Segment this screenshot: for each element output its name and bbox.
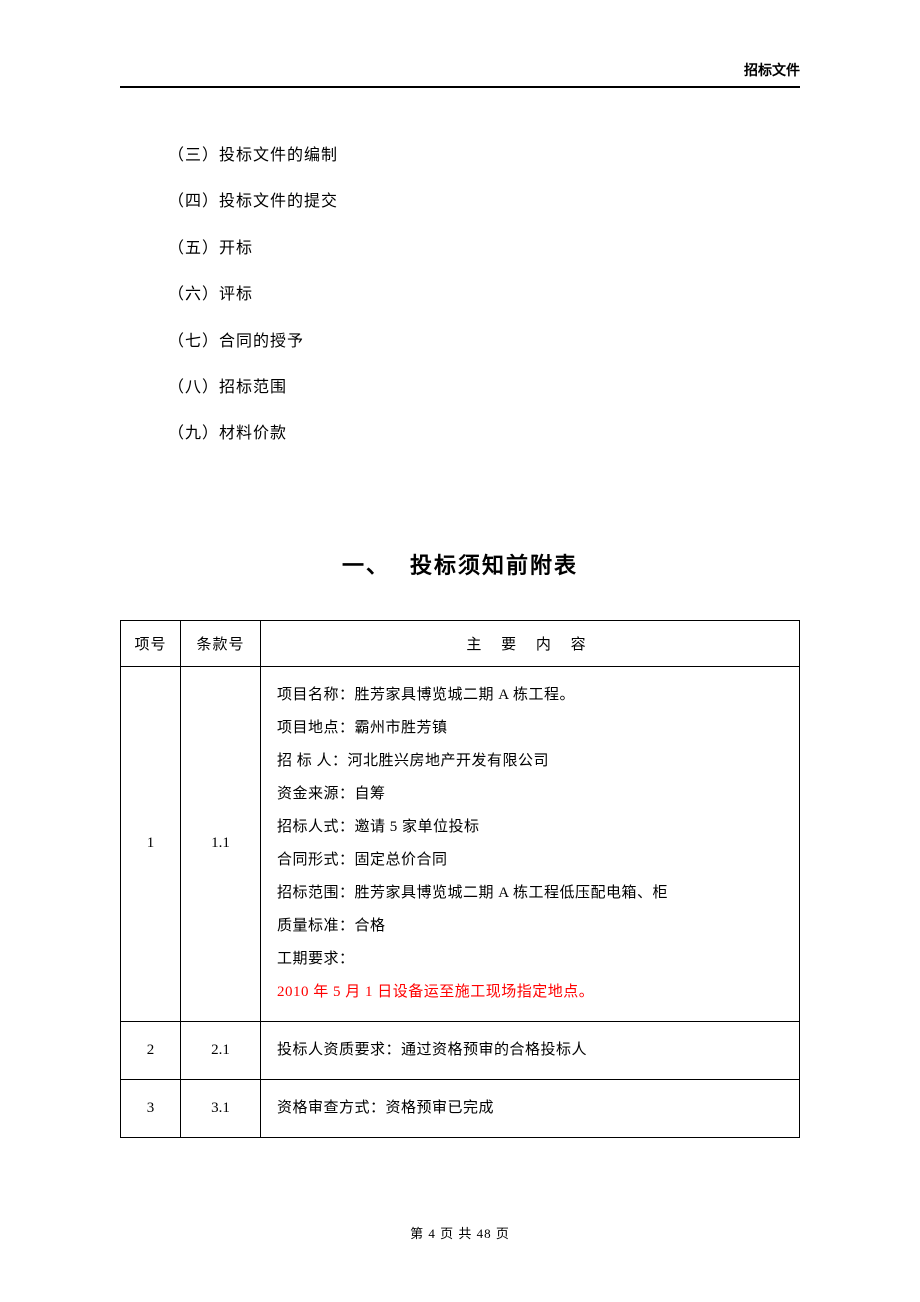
header-title: 招标文件: [120, 60, 800, 80]
header-content: 主 要 内 容: [261, 620, 800, 666]
header-divider: [120, 86, 800, 88]
cell-content: 项目名称：胜芳家具博览城二期 A 栋工程。 项目地点：霸州市胜芳镇 招 标 人：…: [261, 666, 800, 1021]
cell-content: 资格审查方式：资格预审已完成: [261, 1079, 800, 1137]
table-row: 2 2.1 投标人资质要求：通过资格预审的合格投标人: [121, 1021, 800, 1079]
bid-table: 项号 条款号 主 要 内 容 1 1.1 项目名称：胜芳家具博览城二期 A 栋工…: [120, 620, 800, 1138]
cell-content: 投标人资质要求：通过资格预审的合格投标人: [261, 1021, 800, 1079]
content-line: 招标人式：邀请 5 家单位投标: [277, 811, 787, 844]
cell-item-num: 1: [121, 666, 181, 1021]
content-line: 投标人资质要求：通过资格预审的合格投标人: [277, 1034, 787, 1067]
table-row: 1 1.1 项目名称：胜芳家具博览城二期 A 栋工程。 项目地点：霸州市胜芳镇 …: [121, 666, 800, 1021]
cell-clause-num: 3.1: [181, 1079, 261, 1137]
toc-item: （四）投标文件的提交: [168, 179, 800, 225]
section-number: 一、: [342, 553, 390, 578]
section-title: 一、投标须知前附表: [120, 548, 800, 580]
cell-clause-num: 2.1: [181, 1021, 261, 1079]
content-line: 项目地点：霸州市胜芳镇: [277, 712, 787, 745]
content-line: 资金来源：自筹: [277, 778, 787, 811]
toc-list: （三）投标文件的编制 （四）投标文件的提交 （五）开标 （六）评标 （七）合同的…: [120, 133, 800, 458]
header-clause-num: 条款号: [181, 620, 261, 666]
content-line: 资格审查方式：资格预审已完成: [277, 1092, 787, 1125]
page-footer: 第 4 页 共 48 页: [0, 1223, 920, 1242]
content-line: 招标范围：胜芳家具博览城二期 A 栋工程低压配电箱、柜: [277, 877, 787, 910]
table-header-row: 项号 条款号 主 要 内 容: [121, 620, 800, 666]
content-line-red: 2010 年 5 月 1 日设备运至施工现场指定地点。: [277, 976, 787, 1009]
content-line: 工期要求：: [277, 943, 787, 976]
section-title-text: 投标须知前附表: [410, 553, 578, 578]
content-line: 项目名称：胜芳家具博览城二期 A 栋工程。: [277, 679, 787, 712]
toc-item: （五）开标: [168, 226, 800, 272]
toc-item: （八）招标范围: [168, 365, 800, 411]
content-line: 招 标 人：河北胜兴房地产开发有限公司: [277, 745, 787, 778]
table-row: 3 3.1 资格审查方式：资格预审已完成: [121, 1079, 800, 1137]
cell-item-num: 3: [121, 1079, 181, 1137]
toc-item: （三）投标文件的编制: [168, 133, 800, 179]
cell-clause-num: 1.1: [181, 666, 261, 1021]
toc-item: （九）材料价款: [168, 411, 800, 457]
header-item-num: 项号: [121, 620, 181, 666]
page-container: 招标文件 （三）投标文件的编制 （四）投标文件的提交 （五）开标 （六）评标 （…: [0, 0, 920, 1138]
toc-item: （七）合同的授予: [168, 319, 800, 365]
cell-item-num: 2: [121, 1021, 181, 1079]
toc-item: （六）评标: [168, 272, 800, 318]
content-line: 合同形式：固定总价合同: [277, 844, 787, 877]
content-line: 质量标准：合格: [277, 910, 787, 943]
